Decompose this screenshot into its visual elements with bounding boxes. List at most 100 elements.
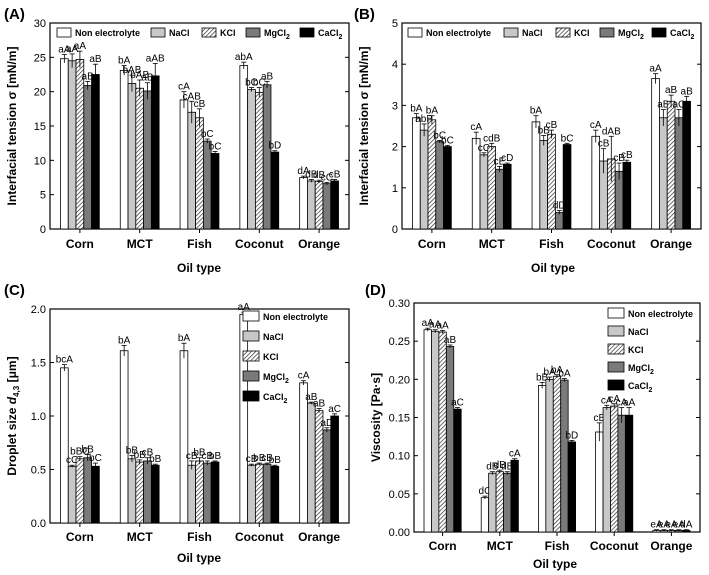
bar	[531, 121, 541, 230]
bar	[179, 350, 189, 524]
significance-label: eA	[650, 520, 663, 531]
legend-label: CaCl2	[318, 28, 343, 41]
significance-label: aA	[58, 45, 71, 56]
y-axis-title: Droplet size d4,3 [μm]	[5, 356, 21, 475]
x-axis-title: Oil type	[177, 551, 221, 565]
significance-label: cC	[66, 455, 78, 466]
significance-label: cB	[261, 453, 273, 464]
significance-label: cC	[478, 143, 490, 154]
significance-label: bA	[118, 335, 131, 346]
legend-swatch	[407, 27, 423, 38]
bar	[195, 460, 204, 524]
legend-swatch	[242, 370, 260, 382]
x-category-label: Orange	[650, 539, 692, 553]
bar	[659, 117, 668, 230]
significance-label: dB	[501, 462, 514, 473]
legend-swatch	[607, 361, 625, 373]
bar	[67, 465, 77, 524]
significance-label: aA	[649, 64, 662, 75]
bar	[83, 457, 92, 524]
y-tick-label: 1.0	[31, 411, 46, 423]
bar	[187, 111, 197, 230]
legend-swatch	[299, 27, 315, 38]
significance-label: cB	[593, 413, 605, 424]
x-category-label: Coconut	[587, 237, 636, 251]
significance-label: bA	[530, 106, 543, 117]
x-category-label: Coconut	[235, 530, 284, 544]
bar	[135, 461, 144, 524]
y-tick-label: 4	[392, 59, 398, 71]
significance-label: cA	[470, 122, 482, 133]
y-tick-label: 10	[34, 155, 46, 167]
x-category-label: Corn	[66, 530, 94, 544]
significance-label: bC	[433, 130, 446, 141]
legend-swatch	[150, 27, 166, 38]
legend-label: NaCl	[628, 327, 649, 337]
legend-swatch	[555, 27, 571, 38]
significance-label: abA	[235, 52, 253, 63]
legend-swatch	[56, 27, 72, 38]
significance-label: bAB	[122, 65, 141, 76]
legend-swatch	[607, 343, 625, 355]
y-tick-label: 5	[40, 190, 46, 202]
x-category-label: Fish	[545, 539, 570, 553]
y-tick-label: 0	[40, 224, 46, 236]
legend-label: Non electrolyte	[426, 28, 491, 38]
significance-label: cA	[178, 82, 190, 93]
significance-label: aC	[672, 100, 685, 111]
significance-label: dB	[494, 460, 507, 471]
bar	[67, 60, 77, 230]
x-category-label: Corn	[418, 237, 446, 251]
significance-label: aB	[141, 73, 154, 84]
significance-label: cC	[321, 172, 333, 183]
bar	[307, 180, 316, 230]
legend-swatch	[242, 350, 260, 362]
significance-label: bA	[558, 369, 571, 380]
x-axis-title: Oil type	[177, 261, 221, 275]
legend-swatch	[503, 27, 519, 38]
significance-label: dA	[680, 520, 693, 531]
bar	[135, 87, 144, 230]
significance-label: aB	[681, 86, 694, 97]
x-category-label: Fish	[187, 530, 212, 544]
legend-label: KCl	[263, 352, 279, 362]
significance-label: bBC	[70, 447, 89, 458]
significance-label: aAB	[146, 54, 165, 65]
y-tick-label: 0.5	[31, 465, 46, 477]
legend-label: Non electrolyte	[75, 28, 140, 38]
significance-label: aA	[436, 320, 449, 331]
bar	[270, 151, 280, 230]
bar	[262, 84, 272, 230]
bar	[495, 471, 504, 533]
bar	[538, 385, 547, 533]
y-axis-title: Viscosity [Pa·s]	[369, 373, 383, 462]
bar	[617, 414, 626, 533]
y-tick-label: 0.15	[389, 413, 410, 425]
bar	[127, 83, 137, 230]
bar	[443, 146, 452, 230]
bar	[143, 460, 152, 524]
y-tick-label: 2.0	[31, 304, 46, 316]
y-tick-label: 25	[34, 52, 46, 64]
x-category-label: MCT	[479, 237, 506, 251]
significance-label: bA	[426, 106, 439, 117]
y-axis-title: Interfacial tension σ [mN/m]	[5, 47, 19, 206]
panel-b-interfacial-tension: (B) 0 1 2 3 4 5 Interfacial tension σ [mN/m] Oil…	[354, 6, 702, 275]
panel-d-viscosity: (D) 0.00 0.05 0.10 0.15 0.20 0.25 0.30 Viscosity…	[365, 282, 701, 571]
bar	[666, 100, 676, 230]
significance-label: eA	[673, 520, 686, 531]
significance-label: cB	[329, 170, 341, 181]
significance-label: bD	[268, 141, 281, 152]
legend-label: MgCl2	[264, 28, 290, 41]
x-axis-title: Oil type	[531, 261, 575, 275]
legend-label: Non electrolyte	[263, 312, 328, 322]
bar	[545, 378, 554, 533]
bar	[330, 180, 339, 230]
significance-label: bC	[201, 129, 214, 140]
bar	[330, 415, 339, 524]
bar	[539, 140, 549, 230]
panel-label: (B)	[354, 6, 375, 23]
bar	[179, 99, 189, 230]
y-axis-title: Interfacial tension σ [mN/m]	[357, 47, 371, 206]
